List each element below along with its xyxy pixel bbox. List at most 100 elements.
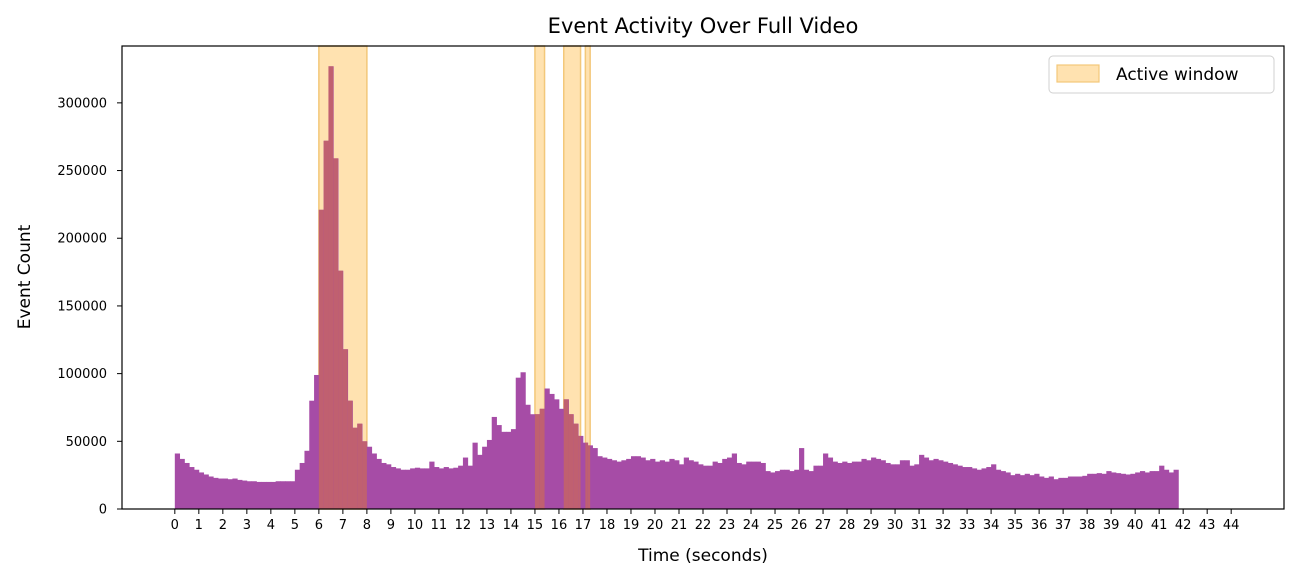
bar (592, 448, 598, 509)
bar (1039, 476, 1045, 509)
bar (429, 461, 435, 509)
bar (419, 468, 425, 509)
x-tick-label: 14 (503, 518, 520, 533)
overlap-segment (568, 414, 574, 509)
bar (1053, 479, 1059, 509)
bar (198, 472, 205, 509)
bar (309, 400, 315, 509)
bar (703, 465, 709, 509)
bar (712, 461, 718, 509)
bar (640, 457, 646, 509)
bar (203, 474, 209, 509)
bar (746, 461, 752, 509)
bar (794, 469, 800, 509)
x-tick-label: 8 (363, 518, 371, 533)
bar (376, 458, 382, 509)
bar (381, 462, 387, 509)
bar (626, 458, 632, 509)
bar (458, 465, 464, 509)
bar (967, 467, 973, 509)
overlap-segment (539, 408, 545, 509)
bar (496, 425, 502, 509)
bar (1010, 475, 1016, 509)
x-tick-label: 24 (743, 518, 760, 533)
bar (544, 388, 550, 509)
bar (410, 468, 416, 509)
bar (414, 467, 421, 509)
x-axis-ticks: 0 1 2 3 4 5 6 7 8 9 10 11 12 13 14 15 16 17 18 19 20 21 22 23 24… (171, 509, 1239, 533)
bar (237, 479, 243, 509)
bar (616, 461, 622, 509)
bar (290, 481, 296, 509)
overlap-layer (318, 66, 591, 510)
bar (371, 453, 377, 509)
bar (578, 435, 584, 509)
bar (779, 469, 786, 509)
bar (976, 469, 982, 509)
bar (621, 460, 627, 509)
bar (1091, 473, 1098, 509)
x-tick-label: 5 (291, 518, 299, 533)
bar (1159, 465, 1165, 509)
x-tick-label: 32 (935, 518, 952, 533)
legend: Active window (1048, 55, 1275, 94)
y-tick-label: 250000 (57, 164, 107, 179)
bar (871, 457, 877, 509)
bar (770, 472, 776, 509)
x-tick-label: 12 (455, 518, 472, 533)
bar (664, 461, 670, 509)
bar (597, 456, 603, 509)
bar (424, 468, 430, 509)
x-tick-label: 6 (315, 518, 323, 533)
y-tick-label: 200000 (57, 232, 107, 247)
x-tick-label: 30 (887, 518, 904, 533)
bar (952, 464, 958, 509)
x-tick-label: 16 (551, 518, 568, 533)
x-tick-label: 20 (647, 518, 664, 533)
x-tick-label: 18 (599, 518, 616, 533)
x-tick-label: 38 (1079, 518, 1096, 533)
x-tick-label: 34 (983, 518, 1000, 533)
bar (1029, 475, 1035, 509)
bar (275, 481, 281, 509)
bar (506, 431, 512, 509)
bar (395, 468, 401, 509)
overlap-segment (573, 423, 579, 509)
x-tick-label: 36 (1031, 518, 1048, 533)
bar (438, 468, 445, 509)
x-tick-label: 25 (767, 518, 784, 533)
bar (530, 414, 536, 509)
bar (270, 481, 277, 509)
bar (832, 461, 838, 509)
bar (1024, 473, 1030, 509)
bar (1063, 477, 1069, 509)
bar (266, 481, 272, 509)
y-axis-ticks: 0 50000 100000 150000 200000 250000 300000 (57, 96, 122, 518)
bar (208, 476, 214, 509)
bar (314, 374, 320, 509)
x-tick-label: 31 (911, 518, 928, 533)
bar (472, 442, 478, 509)
bar (799, 448, 805, 509)
overlap-segment (333, 158, 339, 510)
chart-title: Event Activity Over Full Video (548, 14, 859, 38)
overlap-segment (342, 349, 348, 509)
bar (736, 462, 742, 509)
bar (549, 393, 555, 509)
bar (890, 464, 896, 509)
bar (851, 461, 858, 509)
bar (405, 469, 411, 509)
bar (294, 469, 301, 509)
x-tick-label: 17 (575, 518, 592, 533)
bar (741, 464, 747, 509)
bar (602, 457, 608, 509)
bar (515, 377, 521, 509)
bar (174, 453, 181, 509)
bar (1043, 477, 1050, 509)
x-tick-label: 0 (171, 518, 179, 533)
x-tick-label: 4 (267, 518, 275, 533)
bar (261, 481, 267, 509)
bar (693, 461, 699, 509)
bar (813, 465, 819, 509)
bar (606, 458, 613, 509)
